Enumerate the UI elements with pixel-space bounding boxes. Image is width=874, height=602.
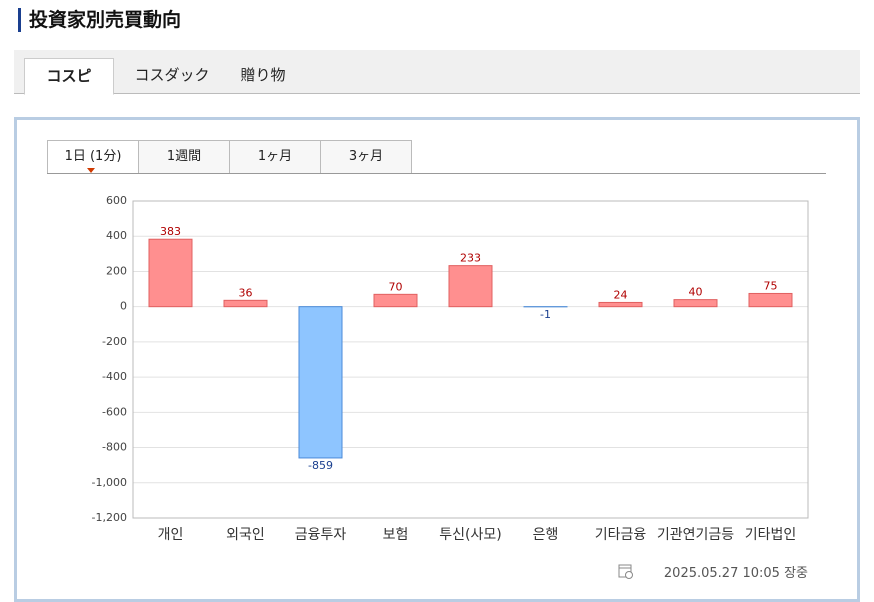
y-tick-label: -1,200 xyxy=(92,511,127,524)
value-label: 40 xyxy=(689,286,703,299)
tab-bar: コスピ コスダック 贈り物 xyxy=(14,50,860,95)
value-label: 383 xyxy=(160,225,181,238)
y-tick-label: 0 xyxy=(120,300,127,313)
x-tick-label: 보험 xyxy=(383,527,409,543)
bar xyxy=(298,306,343,459)
x-tick-label: 기관연기금등 xyxy=(657,527,734,543)
x-tick-label: 기타법인 xyxy=(745,527,797,543)
value-label: 24 xyxy=(614,288,628,301)
y-tick-label: 400 xyxy=(106,229,127,242)
tab[interactable]: 贈り物 xyxy=(240,66,286,84)
x-tick-label: 투신(사모) xyxy=(439,527,501,543)
calendar-icon xyxy=(618,564,633,579)
active-marker xyxy=(87,168,95,173)
x-tick-label: 개인 xyxy=(158,527,184,543)
bar xyxy=(748,292,793,308)
timestamp: 2025.05.27 10:05 장중 xyxy=(663,566,808,581)
value-label: 70 xyxy=(389,280,403,293)
value-label: 233 xyxy=(460,252,481,265)
chart-box xyxy=(14,117,860,602)
y-tick-label: -600 xyxy=(102,405,127,418)
y-tick-label: -200 xyxy=(102,335,127,348)
period-tab[interactable]: 1日 (1分) xyxy=(47,140,139,173)
y-tick-label: -800 xyxy=(102,441,127,454)
y-tick-label: -400 xyxy=(102,370,127,383)
y-tick-label: 200 xyxy=(106,264,127,277)
period-tab[interactable]: 1週間 xyxy=(138,140,230,173)
x-tick-label: 기타금융 xyxy=(595,527,647,543)
tab-underline xyxy=(47,173,826,174)
tab[interactable]: コスダック xyxy=(134,66,210,84)
bar xyxy=(598,301,643,308)
tab[interactable]: コスピ xyxy=(24,58,114,95)
bar xyxy=(223,299,268,308)
value-label: -1 xyxy=(540,308,551,321)
bar xyxy=(673,299,718,308)
value-label: 75 xyxy=(764,279,778,292)
bar xyxy=(373,293,418,308)
period-tab[interactable]: 3ヶ月 xyxy=(320,140,412,173)
x-tick-label: 금융투자 xyxy=(295,527,347,543)
x-tick-label: 은행 xyxy=(533,527,559,543)
x-tick-label: 외국인 xyxy=(226,527,265,543)
bar xyxy=(448,265,493,308)
value-label: 36 xyxy=(239,286,253,299)
y-tick-label: -1,000 xyxy=(92,476,127,489)
period-tab[interactable]: 1ヶ月 xyxy=(229,140,321,173)
page-title: 投資家別売買動向 xyxy=(18,8,181,32)
plot-border xyxy=(132,200,809,519)
y-tick-label: 600 xyxy=(106,194,127,207)
value-label: -859 xyxy=(308,459,333,472)
bar xyxy=(148,238,193,308)
